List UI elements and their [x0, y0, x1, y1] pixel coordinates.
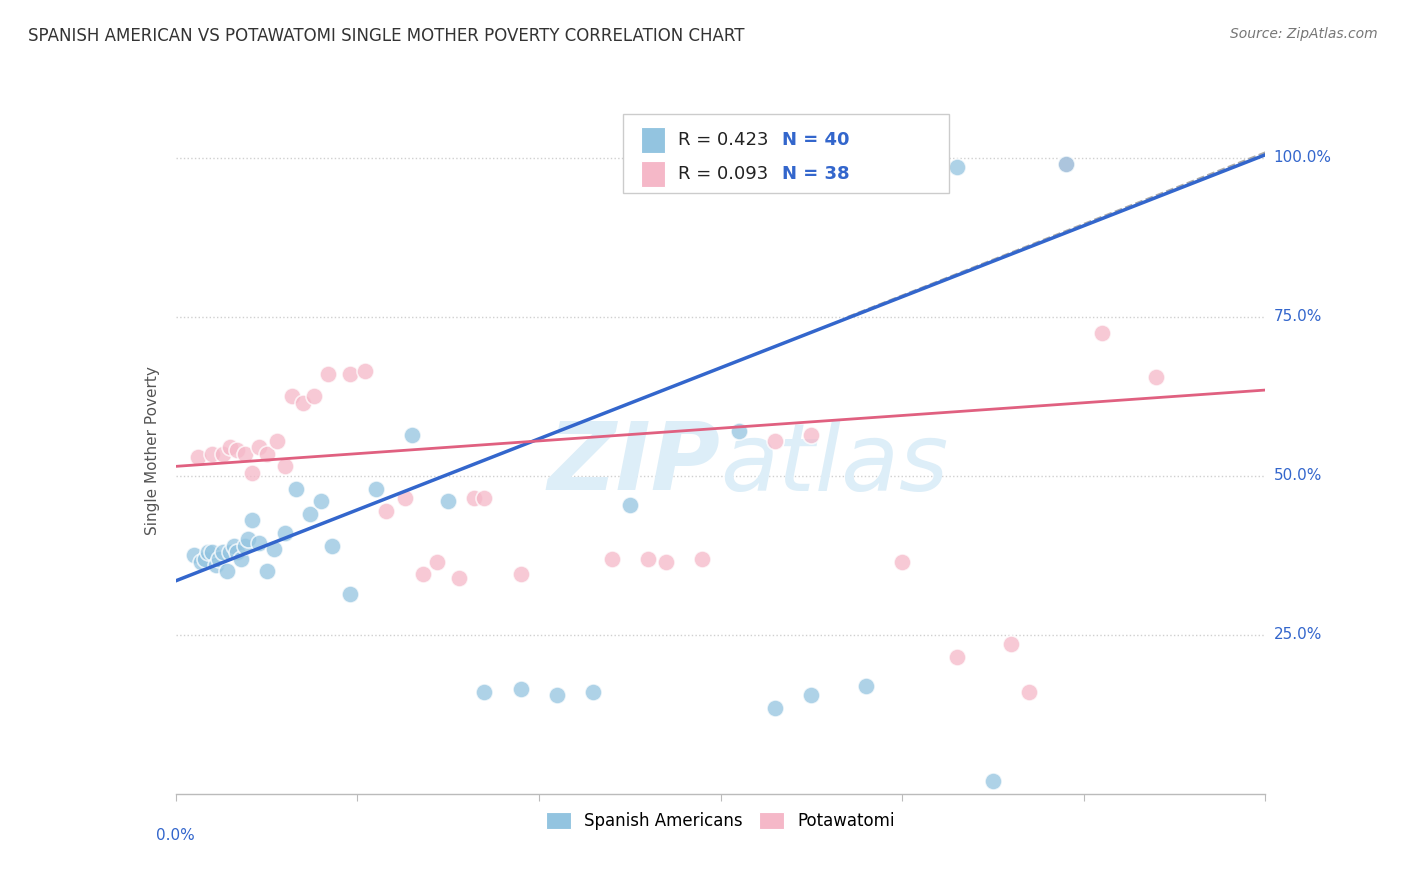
Point — [215, 564, 238, 578]
Point — [318, 367, 340, 381]
Point — [763, 434, 786, 448]
Point — [426, 555, 449, 569]
Point — [855, 679, 877, 693]
FancyBboxPatch shape — [641, 161, 665, 186]
Point — [240, 513, 263, 527]
Point — [231, 551, 253, 566]
Point — [637, 551, 659, 566]
Point — [302, 389, 325, 403]
Text: SPANISH AMERICAN VS POTAWATOMI SINGLE MOTHER POVERTY CORRELATION CHART: SPANISH AMERICAN VS POTAWATOMI SINGLE MO… — [28, 27, 745, 45]
Point — [509, 681, 531, 696]
Point — [190, 555, 212, 569]
Point — [364, 482, 387, 496]
Point — [353, 364, 375, 378]
Point — [727, 425, 749, 439]
Text: Source: ZipAtlas.com: Source: ZipAtlas.com — [1230, 27, 1378, 41]
Point — [692, 551, 714, 566]
Point — [412, 567, 434, 582]
Point — [226, 443, 249, 458]
Point — [1054, 157, 1077, 171]
Point — [201, 447, 224, 461]
Point — [291, 396, 314, 410]
Point — [183, 549, 205, 563]
Point — [247, 440, 270, 454]
Point — [945, 650, 967, 665]
Point — [509, 567, 531, 582]
Point — [800, 427, 823, 442]
Point — [212, 545, 235, 559]
Point — [394, 491, 416, 505]
Point — [981, 774, 1004, 789]
Point — [339, 367, 361, 381]
Point — [600, 551, 623, 566]
Point — [219, 545, 242, 559]
Point — [546, 688, 568, 702]
Point — [655, 555, 678, 569]
Point — [1000, 637, 1022, 651]
Point — [401, 427, 423, 442]
Point — [375, 504, 398, 518]
Point — [256, 564, 278, 578]
Point — [474, 685, 496, 699]
Point — [226, 545, 249, 559]
Point — [474, 491, 496, 505]
Point — [1018, 685, 1040, 699]
Point — [212, 447, 235, 461]
Point — [256, 447, 278, 461]
Point — [437, 494, 460, 508]
Text: ZIP: ZIP — [548, 418, 721, 510]
Point — [800, 688, 823, 702]
Point — [274, 526, 297, 541]
Point — [1054, 157, 1077, 171]
Text: 25.0%: 25.0% — [1274, 627, 1322, 642]
Point — [309, 494, 332, 508]
Point — [321, 539, 343, 553]
Point — [1091, 326, 1114, 340]
Text: N = 40: N = 40 — [782, 131, 849, 150]
Text: 50.0%: 50.0% — [1274, 468, 1322, 483]
Point — [339, 586, 361, 600]
Point — [194, 551, 217, 566]
Point — [582, 685, 605, 699]
Point — [247, 535, 270, 549]
Point — [263, 542, 285, 557]
FancyBboxPatch shape — [641, 128, 665, 153]
Point — [447, 571, 470, 585]
Text: 100.0%: 100.0% — [1274, 151, 1331, 165]
Text: atlas: atlas — [721, 418, 949, 509]
Point — [208, 551, 231, 566]
Text: 0.0%: 0.0% — [156, 828, 195, 843]
Point — [299, 507, 322, 521]
Point — [1146, 370, 1168, 384]
Point — [945, 161, 967, 175]
Point — [222, 539, 245, 553]
Point — [281, 389, 304, 403]
Point — [619, 498, 641, 512]
Point — [219, 440, 242, 454]
FancyBboxPatch shape — [623, 114, 949, 193]
Point — [238, 533, 260, 547]
Point — [186, 450, 209, 464]
Y-axis label: Single Mother Poverty: Single Mother Poverty — [145, 366, 160, 535]
Point — [201, 545, 224, 559]
Text: 75.0%: 75.0% — [1274, 310, 1322, 325]
Point — [266, 434, 288, 448]
Legend: Spanish Americans, Potawatomi: Spanish Americans, Potawatomi — [538, 805, 903, 837]
Point — [284, 482, 307, 496]
Text: R = 0.093: R = 0.093 — [678, 165, 768, 183]
Point — [233, 539, 256, 553]
Point — [233, 447, 256, 461]
Point — [204, 558, 226, 572]
Text: N = 38: N = 38 — [782, 165, 849, 183]
Point — [891, 555, 914, 569]
Point — [274, 459, 297, 474]
Point — [463, 491, 485, 505]
Point — [763, 701, 786, 715]
Text: R = 0.423: R = 0.423 — [678, 131, 769, 150]
Point — [240, 466, 263, 480]
Point — [197, 545, 219, 559]
